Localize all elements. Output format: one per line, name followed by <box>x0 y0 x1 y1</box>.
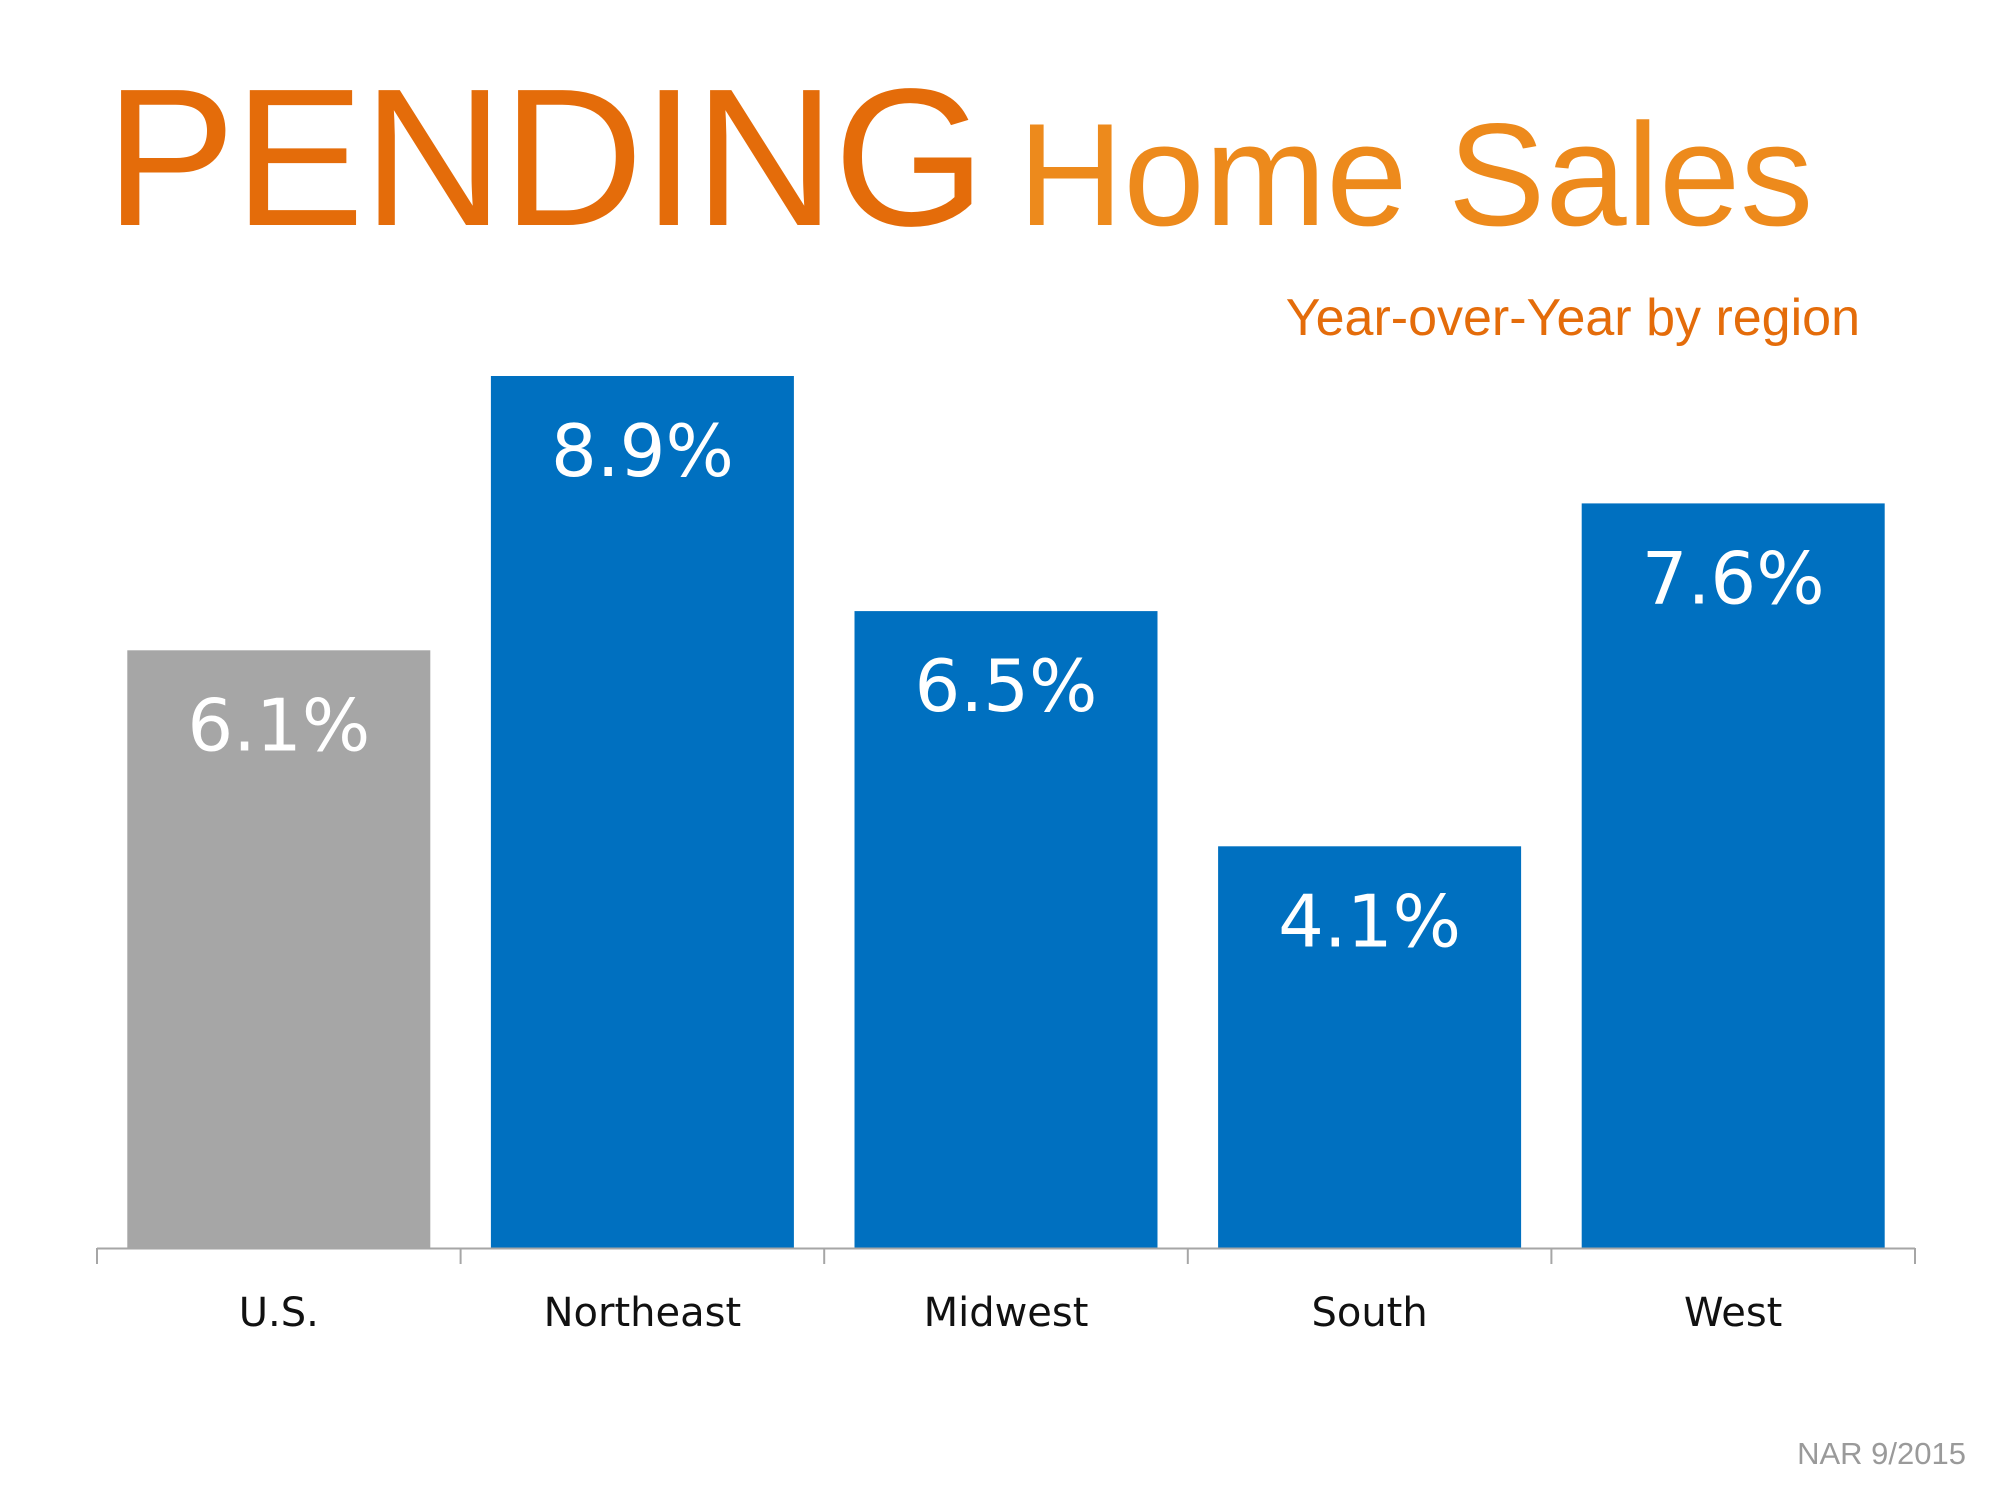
data-labels-group: 6.1% 8.9% 6.5% 4.1% 7.6% <box>187 409 1824 963</box>
x-axis <box>96 1247 1916 1264</box>
data-label: 6.5% <box>915 644 1098 728</box>
data-label: 6.1% <box>187 683 370 767</box>
title-rest: Home Sales <box>1018 93 1814 256</box>
category-label: West <box>1684 1290 1782 1336</box>
category-labels-group: U.S. Northeast Midwest South West <box>239 1290 1783 1336</box>
title-main: PENDING <box>105 48 986 267</box>
source-note: NAR 9/2015 <box>1797 1436 1966 1471</box>
bar-us <box>127 650 431 1248</box>
data-label: 7.6% <box>1642 536 1825 620</box>
bar-midwest <box>854 611 1158 1248</box>
bar-northeast <box>490 376 794 1248</box>
data-label: 8.9% <box>551 409 734 493</box>
category-label: South <box>1311 1290 1427 1336</box>
category-label: Northeast <box>544 1290 742 1336</box>
bar-south <box>1218 846 1522 1248</box>
category-label: U.S. <box>239 1290 319 1336</box>
category-label: Midwest <box>924 1290 1089 1336</box>
chart-title: PENDING Home Sales <box>105 60 1813 256</box>
chart-subtitle: Year-over-Year by region <box>1285 289 1860 347</box>
data-label: 4.1% <box>1278 879 1461 963</box>
bars-group <box>127 376 1885 1248</box>
bar-west <box>1581 503 1885 1248</box>
